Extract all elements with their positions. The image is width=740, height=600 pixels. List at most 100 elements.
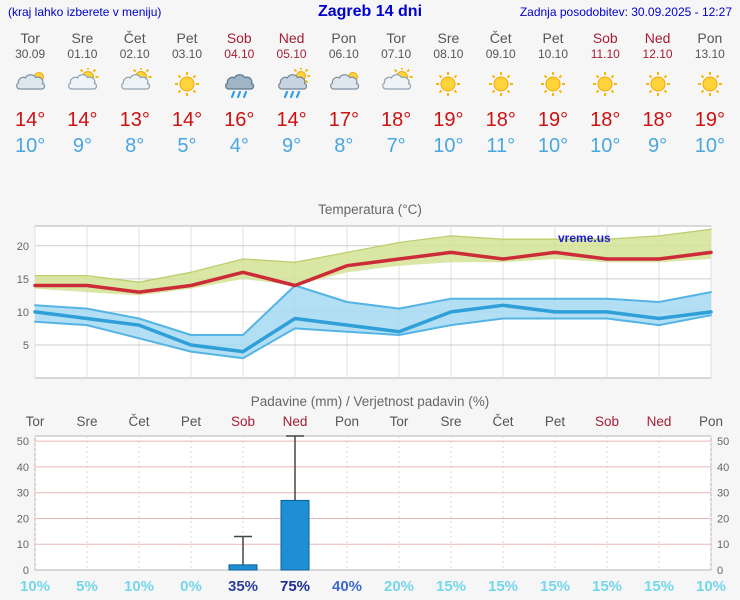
day-column[interactable]: Pet 03.10 14° 5° <box>161 30 213 158</box>
day-name-label: Pon <box>697 30 723 46</box>
max-temp-label: 16° <box>224 109 255 131</box>
precip-probability-label: 10% <box>124 578 154 595</box>
min-temp-label: 4° <box>229 135 249 157</box>
day-column[interactable]: Pon 06.10 17° 8° <box>318 30 370 158</box>
precip-y-tick-left: 40 <box>17 462 29 474</box>
precip-probability-label: 15% <box>644 578 674 595</box>
day-column[interactable]: Ned 05.10 14° 9° <box>265 30 317 158</box>
precip-day-label: Sob <box>231 414 255 429</box>
day-name-label: Sre <box>71 30 94 46</box>
min-temp-label: 9° <box>282 135 302 157</box>
day-name-label: Pon <box>331 30 357 46</box>
max-temp-label: 18° <box>642 109 673 131</box>
day-column[interactable]: Pon 13.10 19° 10° <box>684 30 736 158</box>
day-name-label: Ned <box>278 30 305 46</box>
day-name-label: Pet <box>542 30 564 46</box>
max-temp-label: 18° <box>485 109 516 131</box>
temperature-chart: 5 10 15 20 Temperatura (°C) vreme.us <box>17 202 713 379</box>
day-column[interactable]: Tor 07.10 18° 7° <box>370 30 422 158</box>
partly-weather-icon <box>109 66 161 108</box>
precip-y-tick-right: 40 <box>717 462 729 474</box>
sunny-weather-icon <box>422 68 474 108</box>
precip-probability-label: 10% <box>696 578 726 595</box>
day-column[interactable]: Sob 11.10 18° 10° <box>579 30 631 158</box>
last-updated-label: Zadnja posodobitev: 30.09.2025 - 12:27 <box>519 5 732 19</box>
sunny-weather-icon <box>475 68 527 108</box>
max-temp-label: 14° <box>171 109 203 131</box>
day-column[interactable]: Čet 09.10 18° 11° <box>475 30 527 158</box>
max-temp-label: 14° <box>15 109 46 131</box>
min-temp-label: 10° <box>15 135 46 157</box>
temp-y-tick: 15 <box>17 274 29 286</box>
day-name-label: Čet <box>489 30 512 46</box>
precip-probability-label: 15% <box>540 578 570 595</box>
sunny-weather-icon <box>579 68 631 108</box>
day-column[interactable]: Sre 01.10 14° 9° <box>56 30 108 158</box>
max-temp-label: 17° <box>328 109 359 131</box>
day-name-label: Tor <box>20 30 40 46</box>
sunny-weather-icon <box>527 68 579 108</box>
rain-sun-weather-icon <box>265 66 317 108</box>
precip-y-tick-left: 10 <box>17 539 29 551</box>
max-temp-label: 19° <box>694 109 725 131</box>
max-temp-label: 19° <box>433 109 464 131</box>
precip-y-tick-left: 20 <box>17 513 29 525</box>
day-column[interactable]: Sob 04.10 16° 4° <box>213 30 265 158</box>
precip-probability-label: 40% <box>332 578 362 595</box>
precip-probability-label: 0% <box>180 578 202 595</box>
min-temp-label: 9° <box>648 135 668 157</box>
cloudy-weather-icon <box>318 68 370 108</box>
header: (kraj lahko izberete v meniju) Zagreb 14… <box>0 0 740 24</box>
precip-day-label: Sre <box>76 414 97 429</box>
temp-y-tick: 10 <box>17 307 29 319</box>
precip-probability-label: 15% <box>592 578 622 595</box>
min-temp-label: 9° <box>72 135 92 157</box>
precipitation-chart-title: Padavine (mm) / Verjetnost padavin (%) <box>251 394 490 409</box>
precip-day-label: Tor <box>26 414 45 429</box>
days-strip: Tor 30.09 14° 10° Sre 01.10 14° 9° Čet 02.10 13° 8°… <box>4 30 736 158</box>
day-name-label: Ned <box>644 30 671 46</box>
day-column[interactable]: Čet 02.10 13° 8° <box>109 30 161 158</box>
partly-weather-icon <box>370 66 422 108</box>
min-temp-label: 11° <box>486 135 516 157</box>
precip-day-label: Čet <box>128 414 149 429</box>
max-temp-label: 14° <box>276 109 307 131</box>
precip-y-tick-left: 30 <box>17 488 29 500</box>
precip-y-tick-right: 50 <box>717 436 729 448</box>
day-name-label: Tor <box>386 30 406 46</box>
day-date-label: 11.10 <box>590 47 620 61</box>
day-column[interactable]: Sre 08.10 19° 10° <box>422 30 474 158</box>
day-date-label: 13.10 <box>694 47 725 61</box>
precip-day-label: Pet <box>181 414 202 429</box>
precipitation-chart: Padavine (mm) / Verjetnost padavin (%) To… <box>17 394 730 595</box>
min-temp-label: 5° <box>177 135 197 157</box>
min-temp-label: 8° <box>125 135 145 157</box>
day-column[interactable]: Tor 30.09 14° 10° <box>4 30 56 158</box>
precip-probability-label: 5% <box>76 578 98 595</box>
precip-probability-label: 75% <box>280 578 310 595</box>
day-date-label: 01.10 <box>67 47 98 61</box>
rain-weather-icon <box>213 68 265 108</box>
location-note: (kraj lahko izberete v meniju) <box>8 5 162 19</box>
precip-probability-label: 15% <box>488 578 518 595</box>
temperature-chart-title: Temperatura (°C) <box>318 202 422 217</box>
precip-bar <box>280 499 310 571</box>
temp-y-tick: 5 <box>23 340 29 352</box>
min-temp-label: 10° <box>433 135 464 157</box>
precip-y-tick-right: 0 <box>717 565 723 577</box>
day-date-label: 30.09 <box>15 47 46 61</box>
sunny-weather-icon <box>631 68 683 108</box>
precip-y-tick-right: 10 <box>717 539 729 551</box>
sunny-weather-icon <box>684 68 736 108</box>
min-temp-label: 10° <box>537 135 569 157</box>
day-column[interactable]: Ned 12.10 18° 9° <box>631 30 683 158</box>
page-title: Zagreb 14 dni <box>317 3 423 20</box>
precip-day-label: Ned <box>647 414 672 429</box>
min-temp-label: 10° <box>590 135 621 157</box>
precip-probability-label: 15% <box>436 578 466 595</box>
precip-day-label: Tor <box>390 414 409 429</box>
cloudy-weather-icon <box>4 68 56 108</box>
day-date-label: 06.10 <box>328 47 359 61</box>
day-column[interactable]: Pet 10.10 19° 10° <box>527 30 579 158</box>
